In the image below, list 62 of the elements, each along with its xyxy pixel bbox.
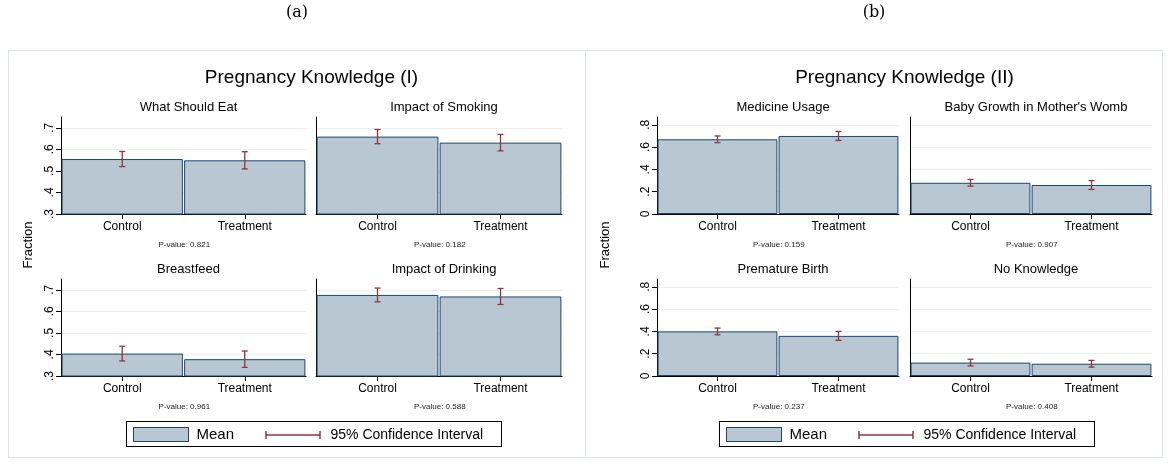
y-tick-label: .2 xyxy=(638,186,652,197)
x-tick-label: Control xyxy=(698,219,737,233)
y-tick-label: .4 xyxy=(42,349,56,360)
text: P-value: 0.237 xyxy=(753,401,806,411)
x-tick-label: Treatment xyxy=(1064,219,1120,233)
chart-title: Impact of Drinking xyxy=(391,261,497,276)
x-tick-label: Treatment xyxy=(811,219,867,233)
x-tick-label: Treatment xyxy=(811,381,867,395)
x-tick-label: Control xyxy=(951,381,990,395)
text: P-value: 0.821 xyxy=(158,239,211,249)
y-tick-label: 0 xyxy=(638,210,652,218)
y-tick-label: .3 xyxy=(42,370,56,382)
y-tick-label: .8 xyxy=(638,281,652,292)
y-tick-label: .4 xyxy=(638,164,652,175)
y-tick-label: .6 xyxy=(638,303,652,315)
chart-title: What Should Eat xyxy=(139,99,238,114)
x-tick-label: Control xyxy=(358,219,397,233)
legend-label: Mean xyxy=(789,425,828,442)
x-tick-label: Treatment xyxy=(473,381,529,395)
y-tick-label: .6 xyxy=(42,144,56,155)
y-tick-label: .4 xyxy=(638,326,652,337)
y-tick-label: .2 xyxy=(638,348,652,359)
text: (a) xyxy=(285,2,309,21)
chart-title: Premature Birth xyxy=(737,261,829,276)
x-tick-label: Control xyxy=(951,219,990,233)
text: P-value: 0.159 xyxy=(753,239,806,249)
y-tick-label: .6 xyxy=(638,141,652,153)
text: P-value: 0.588 xyxy=(414,401,467,411)
chart-title: Medicine Usage xyxy=(736,99,830,114)
text: Pregnancy Knowledge (II) xyxy=(795,66,1014,88)
y-tick-label: .7 xyxy=(42,284,56,295)
text: Pregnancy Knowledge (I) xyxy=(204,66,419,88)
y-tick-label: .3 xyxy=(42,208,56,220)
y-tick-label: .5 xyxy=(42,327,56,338)
y-axis-title: Fraction xyxy=(19,221,35,269)
x-tick-label: Treatment xyxy=(217,219,273,233)
text: 95% Confidence Interval xyxy=(330,426,484,442)
text: 95% Confidence Interval xyxy=(923,426,1077,442)
chart-title: Baby Growth in Mother's Womb xyxy=(944,99,1128,114)
y-tick-label: .4 xyxy=(42,187,56,198)
x-tick-label: Treatment xyxy=(217,381,273,395)
text: P-value: 0.408 xyxy=(1006,401,1059,411)
x-tick-label: Control xyxy=(102,381,142,395)
chart-title: Impact of Smoking xyxy=(390,99,498,114)
y-tick-label: .6 xyxy=(42,306,56,317)
x-tick-label: Treatment xyxy=(1064,381,1120,395)
x-tick-label: Control xyxy=(358,381,397,395)
x-tick-label: Treatment xyxy=(473,219,529,233)
chart-title: Breastfeed xyxy=(157,261,220,276)
y-tick-label: .5 xyxy=(42,165,56,176)
y-tick-label: .8 xyxy=(638,119,652,130)
legend-label: Mean xyxy=(196,425,235,442)
y-axis-title: Fraction xyxy=(596,221,612,269)
chart-title: No Knowledge xyxy=(993,261,1079,276)
y-tick-label: 0 xyxy=(638,372,652,380)
text: P-value: 0.182 xyxy=(414,239,467,249)
text: P-value: 0.961 xyxy=(158,401,211,411)
text: (b) xyxy=(862,2,886,21)
x-tick-label: Control xyxy=(698,381,737,395)
x-tick-label: Control xyxy=(102,219,142,233)
y-tick-label: .7 xyxy=(42,122,56,133)
text: P-value: 0.907 xyxy=(1006,239,1059,249)
